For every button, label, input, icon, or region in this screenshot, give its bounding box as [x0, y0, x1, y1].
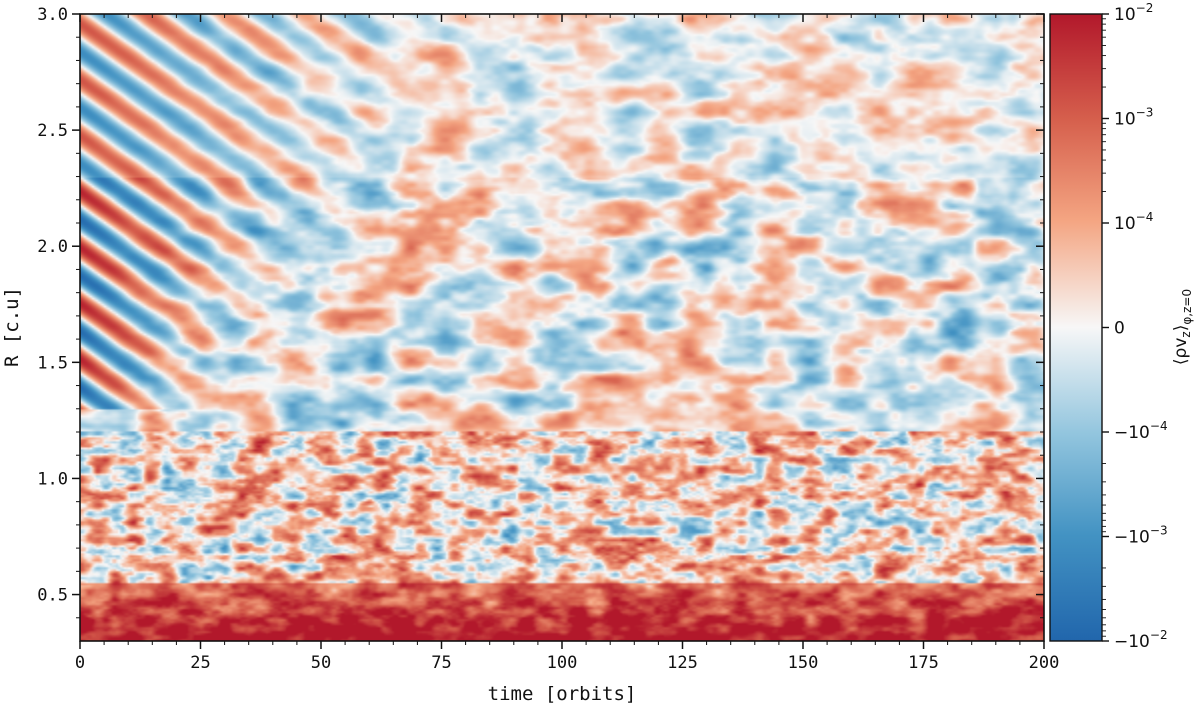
x-tick-label: 75: [431, 653, 451, 673]
y-tick-label: 1.0: [37, 469, 68, 489]
colorbar-tick-label: 0: [1114, 319, 1125, 339]
colorbar-label-main: ⟨ρv: [1171, 338, 1191, 365]
colorbar-gradient: [1049, 13, 1103, 642]
x-tick-label: 200: [1029, 653, 1060, 673]
colorbar-tick-label: −10−2: [1114, 628, 1168, 652]
colorbar-tick-label: −10−3: [1114, 524, 1168, 548]
y-axis-label: R [c.u]: [1, 287, 23, 367]
x-axis-label: time [orbits]: [488, 683, 637, 705]
colorbar-tick-label: 10−3: [1114, 106, 1153, 130]
x-tick-label: 0: [75, 653, 85, 673]
y-tick-label: 2.5: [37, 121, 68, 141]
colorbar-label: ⟨ρvz⟩φ,z=0: [1171, 289, 1194, 365]
y-axis: 0.5 1.0 1.5 2.0 2.5 3.0: [37, 5, 1044, 619]
colorbar-label-close: ⟩: [1171, 325, 1191, 332]
x-tick-label: 175: [908, 653, 939, 673]
x-tick-label: 25: [190, 653, 210, 673]
colorbar-tick-label: −10−4: [1114, 419, 1168, 443]
colorbar-label-subscript: φ,z=0: [1180, 289, 1194, 325]
colorbar-ticks: 10−2 10−3 10−4 0 −10−4 −10−3 −10−2: [1102, 1, 1168, 652]
x-tick-label: 125: [667, 653, 698, 673]
y-tick-label: 1.5: [37, 353, 68, 373]
colorbar-tick-label: 10−4: [1114, 210, 1153, 234]
colorbar: 10−2 10−3 10−4 0 −10−4 −10−3 −10−2 ⟨ρvz⟩φ,z=0: [1049, 1, 1194, 652]
heatmap-image: [80, 14, 1044, 641]
colorbar-label-z: z: [1179, 331, 1193, 337]
x-tick-label: 100: [547, 653, 578, 673]
heatmap: [80, 14, 1044, 641]
y-tick-label: 2.0: [37, 237, 68, 257]
x-tick-label: 50: [311, 653, 331, 673]
colorbar-tick-label: 10−2: [1114, 1, 1153, 25]
y-tick-label: 0.5: [37, 586, 68, 606]
x-tick-label: 150: [788, 653, 819, 673]
x-axis: 0 25 50 75 100 125 150 175 200: [75, 14, 1059, 673]
y-tick-label: 3.0: [37, 5, 68, 25]
